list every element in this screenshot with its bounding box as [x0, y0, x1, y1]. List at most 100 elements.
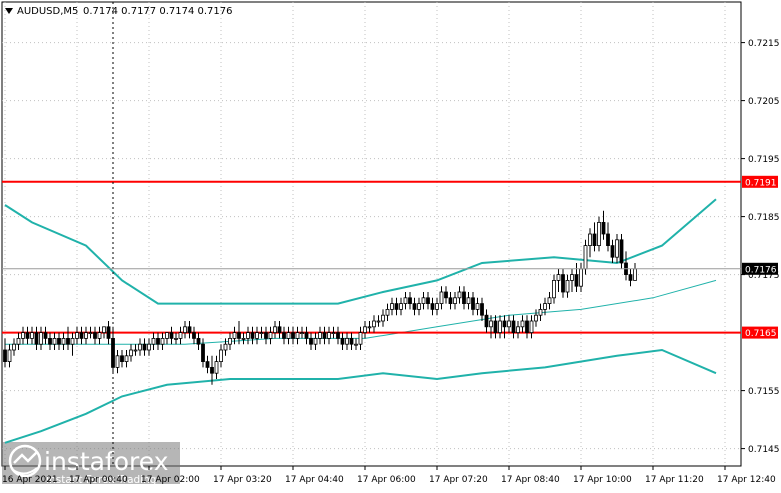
- current-price-label-bg: [742, 262, 778, 275]
- candle: [390, 297, 394, 316]
- candle: [363, 321, 367, 339]
- candle: [210, 355, 214, 385]
- candle-body: [534, 314, 538, 322]
- candle-body: [358, 332, 363, 345]
- candle: [556, 268, 561, 292]
- candle: [439, 286, 444, 310]
- candle-body: [282, 332, 286, 339]
- y-tick-label: 0.7155: [748, 387, 780, 397]
- level-price-label-bg: [742, 326, 778, 339]
- candle: [295, 326, 300, 345]
- candle: [129, 344, 133, 362]
- candle: [214, 355, 219, 379]
- symbol-label: AUDUSD,M5: [17, 6, 78, 17]
- candle: [493, 315, 498, 339]
- candle-body: [480, 303, 484, 316]
- candle: [147, 338, 151, 356]
- candle-body: [133, 349, 138, 352]
- candle-body: [156, 337, 160, 345]
- candle-body: [295, 332, 300, 339]
- candle-body: [192, 332, 196, 339]
- candle-body: [237, 332, 241, 339]
- x-tick-label: 16 Apr 2021: [2, 475, 58, 485]
- candle-body: [16, 337, 21, 345]
- candle-body: [511, 320, 516, 333]
- candle: [39, 326, 43, 350]
- band-lower: [4, 348, 717, 444]
- candle-body: [246, 332, 250, 339]
- candle: [259, 326, 264, 339]
- x-tick-label: 17 Apr 03:20: [213, 475, 272, 485]
- candle-body: [417, 303, 421, 310]
- candle: [48, 332, 52, 350]
- candle: [88, 326, 93, 339]
- candle-body: [363, 326, 367, 333]
- level-price-label-text: 0.7191: [745, 178, 777, 188]
- candle-body: [574, 274, 579, 287]
- candle: [511, 315, 516, 339]
- candle: [93, 326, 97, 345]
- candle-body: [43, 332, 48, 339]
- y-tick-label: 0.7175: [748, 271, 780, 281]
- candle-body: [304, 332, 309, 339]
- candle-body: [264, 332, 268, 339]
- candle: [201, 338, 205, 368]
- candle: [543, 297, 547, 316]
- candle-body: [147, 343, 151, 351]
- candle-body: [412, 303, 417, 310]
- candle: [327, 326, 331, 345]
- candle-body: [399, 303, 403, 310]
- candle: [246, 326, 250, 345]
- candle: [156, 332, 160, 350]
- candle: [97, 326, 102, 345]
- candle-body: [466, 297, 471, 304]
- candle-body: [327, 332, 331, 339]
- candle-body: [124, 355, 129, 362]
- candle: [61, 332, 66, 350]
- candle: [421, 292, 426, 310]
- candle-body: [471, 297, 475, 310]
- candle: [12, 338, 16, 356]
- candle-body: [183, 326, 187, 333]
- candle: [435, 297, 439, 316]
- candle: [3, 338, 7, 368]
- candle: [16, 332, 21, 350]
- candle: [169, 326, 174, 345]
- candle: [610, 239, 615, 263]
- candle-body: [426, 297, 430, 304]
- candle: [75, 326, 79, 345]
- candle-body: [615, 239, 619, 258]
- candle-body: [25, 332, 30, 339]
- candle-body: [390, 303, 394, 310]
- candle: [601, 210, 606, 240]
- candle: [84, 326, 88, 345]
- x-tick-label: 17 Apr 06:00: [357, 475, 416, 485]
- candle: [52, 332, 57, 350]
- x-tick-label: 17 Apr 04:40: [285, 475, 344, 485]
- candle: [385, 303, 390, 321]
- candle: [151, 332, 156, 350]
- candle-body: [165, 332, 169, 339]
- candle-body: [592, 233, 597, 246]
- candle: [183, 321, 187, 339]
- candle: [606, 222, 610, 252]
- candle-body: [169, 332, 174, 339]
- candle: [165, 332, 169, 345]
- candle-body: [39, 332, 43, 345]
- candle-body: [493, 320, 498, 333]
- candle-body: [79, 332, 84, 339]
- candle-body: [322, 332, 327, 339]
- candle-body: [448, 297, 453, 304]
- candle-body: [21, 332, 25, 339]
- watermark-tagline: Instant Forex Trading: [46, 474, 156, 486]
- candle-body: [606, 233, 610, 246]
- candle: [484, 309, 489, 333]
- candle-body: [498, 320, 502, 333]
- candle: [223, 338, 228, 356]
- candle: [354, 338, 358, 350]
- candle-body: [516, 326, 520, 333]
- plot-frame: [1, 1, 742, 467]
- candle-body: [142, 343, 147, 351]
- chart-dropdown-icon[interactable]: [5, 8, 13, 14]
